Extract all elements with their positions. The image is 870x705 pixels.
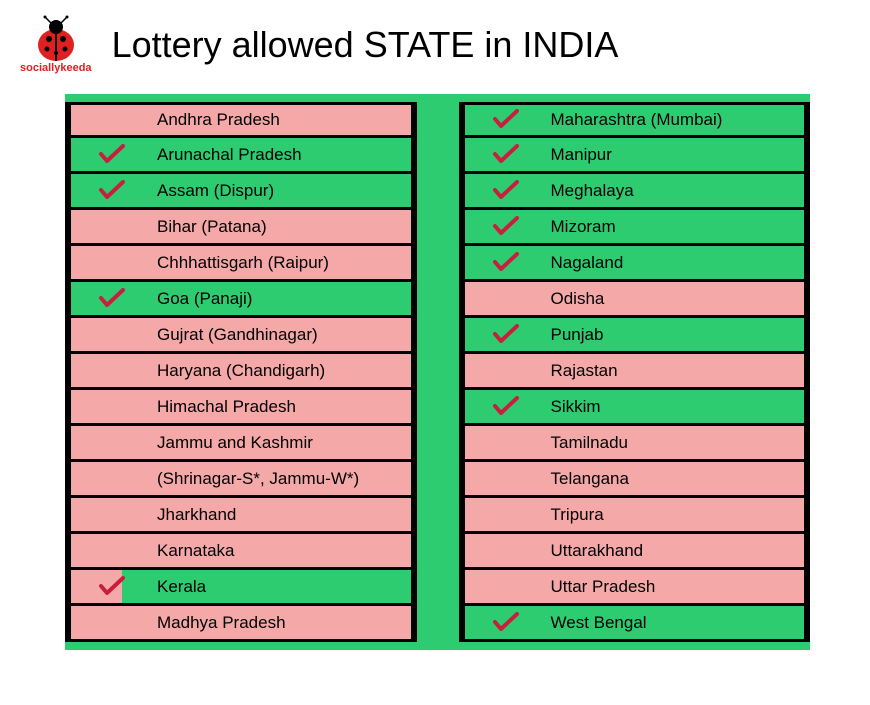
state-row: Telangana [465,462,805,498]
state-name-label: Arunachal Pradesh [157,145,302,165]
state-row: Tripura [465,498,805,534]
state-row: Goa (Panaji) [71,282,411,318]
state-row: Tamilnadu [465,426,805,462]
state-name-label: Nagaland [551,253,624,273]
state-name-label: Tamilnadu [551,433,629,453]
state-row: Uttarakhand [465,534,805,570]
ladybug-icon [31,15,81,65]
check-icon [99,144,125,166]
check-icon [493,252,519,274]
check-icon [99,576,125,598]
state-row: Kerala [71,570,411,606]
check-icon [99,288,125,310]
state-row: Odisha [465,282,805,318]
state-row: Bihar (Patana) [71,210,411,246]
state-name-label: (Shrinagar-S*, Jammu-W*) [157,469,359,489]
state-name-label: Tripura [551,505,604,525]
state-row: Manipur [465,138,805,174]
check-icon [493,216,519,238]
state-name-label: Assam (Dispur) [157,181,274,201]
state-name-label: Jharkhand [157,505,236,525]
state-row: Assam (Dispur) [71,174,411,210]
logo: sociallykeeda [20,15,92,74]
state-name-label: Himachal Pradesh [157,397,296,417]
state-name-label: Mizoram [551,217,616,237]
check-icon [99,180,125,202]
state-name-label: Telangana [551,469,629,489]
state-row: Meghalaya [465,174,805,210]
state-name-label: Rajastan [551,361,618,381]
state-row: Uttar Pradesh [465,570,805,606]
check-icon [493,109,519,131]
state-row: Mizoram [465,210,805,246]
state-row: (Shrinagar-S*, Jammu-W*) [71,462,411,498]
state-row: Maharashtra (Mumbai) [465,102,805,138]
state-name-label: Punjab [551,325,604,345]
state-name-label: Andhra Pradesh [157,110,280,130]
state-name-label: Karnataka [157,541,235,561]
state-name-label: Odisha [551,289,605,309]
state-row: Arunachal Pradesh [71,138,411,174]
state-row: Karnataka [71,534,411,570]
check-icon [493,396,519,418]
state-row: Haryana (Chandigarh) [71,354,411,390]
state-row: Sikkim [465,390,805,426]
states-table: Andhra Pradesh Arunachal Pradesh Assam (Di… [65,94,810,650]
state-name-label: Manipur [551,145,612,165]
state-row: Madhya Pradesh [71,606,411,642]
state-row: Himachal Pradesh [71,390,411,426]
check-icon [493,144,519,166]
state-row: Gujrat (Gandhinagar) [71,318,411,354]
check-icon [493,324,519,346]
state-name-label: Kerala [157,577,206,597]
check-icon [493,180,519,202]
state-row: Chhhattisgarh (Raipur) [71,246,411,282]
states-column-left: Andhra Pradesh Arunachal Pradesh Assam (Di… [65,102,417,642]
state-name-label: Uttarakhand [551,541,644,561]
state-row: Rajastan [465,354,805,390]
states-column-right: Maharashtra (Mumbai) Manipur Meghalaya Mizo… [459,102,811,642]
state-row: Nagaland [465,246,805,282]
state-row: Jharkhand [71,498,411,534]
state-name-label: Gujrat (Gandhinagar) [157,325,318,345]
header: sociallykeeda Lottery allowed STATE in I… [0,0,870,94]
state-row: West Bengal [465,606,805,642]
state-row: Andhra Pradesh [71,102,411,138]
state-name-label: Maharashtra (Mumbai) [551,110,723,130]
state-name-label: Madhya Pradesh [157,613,286,633]
state-name-label: Chhhattisgarh (Raipur) [157,253,329,273]
logo-text: sociallykeeda [20,62,92,74]
state-row: Punjab [465,318,805,354]
state-name-label: Uttar Pradesh [551,577,656,597]
check-icon [493,612,519,634]
state-name-label: Sikkim [551,397,601,417]
state-row: Jammu and Kashmir [71,426,411,462]
state-name-label: Goa (Panaji) [157,289,252,309]
state-name-label: Meghalaya [551,181,634,201]
state-name-label: Bihar (Patana) [157,217,267,237]
state-name-label: West Bengal [551,613,647,633]
state-name-label: Haryana (Chandigarh) [157,361,325,381]
page-title: Lottery allowed STATE in INDIA [112,24,619,66]
state-name-label: Jammu and Kashmir [157,433,313,453]
column-spacer [417,102,459,642]
